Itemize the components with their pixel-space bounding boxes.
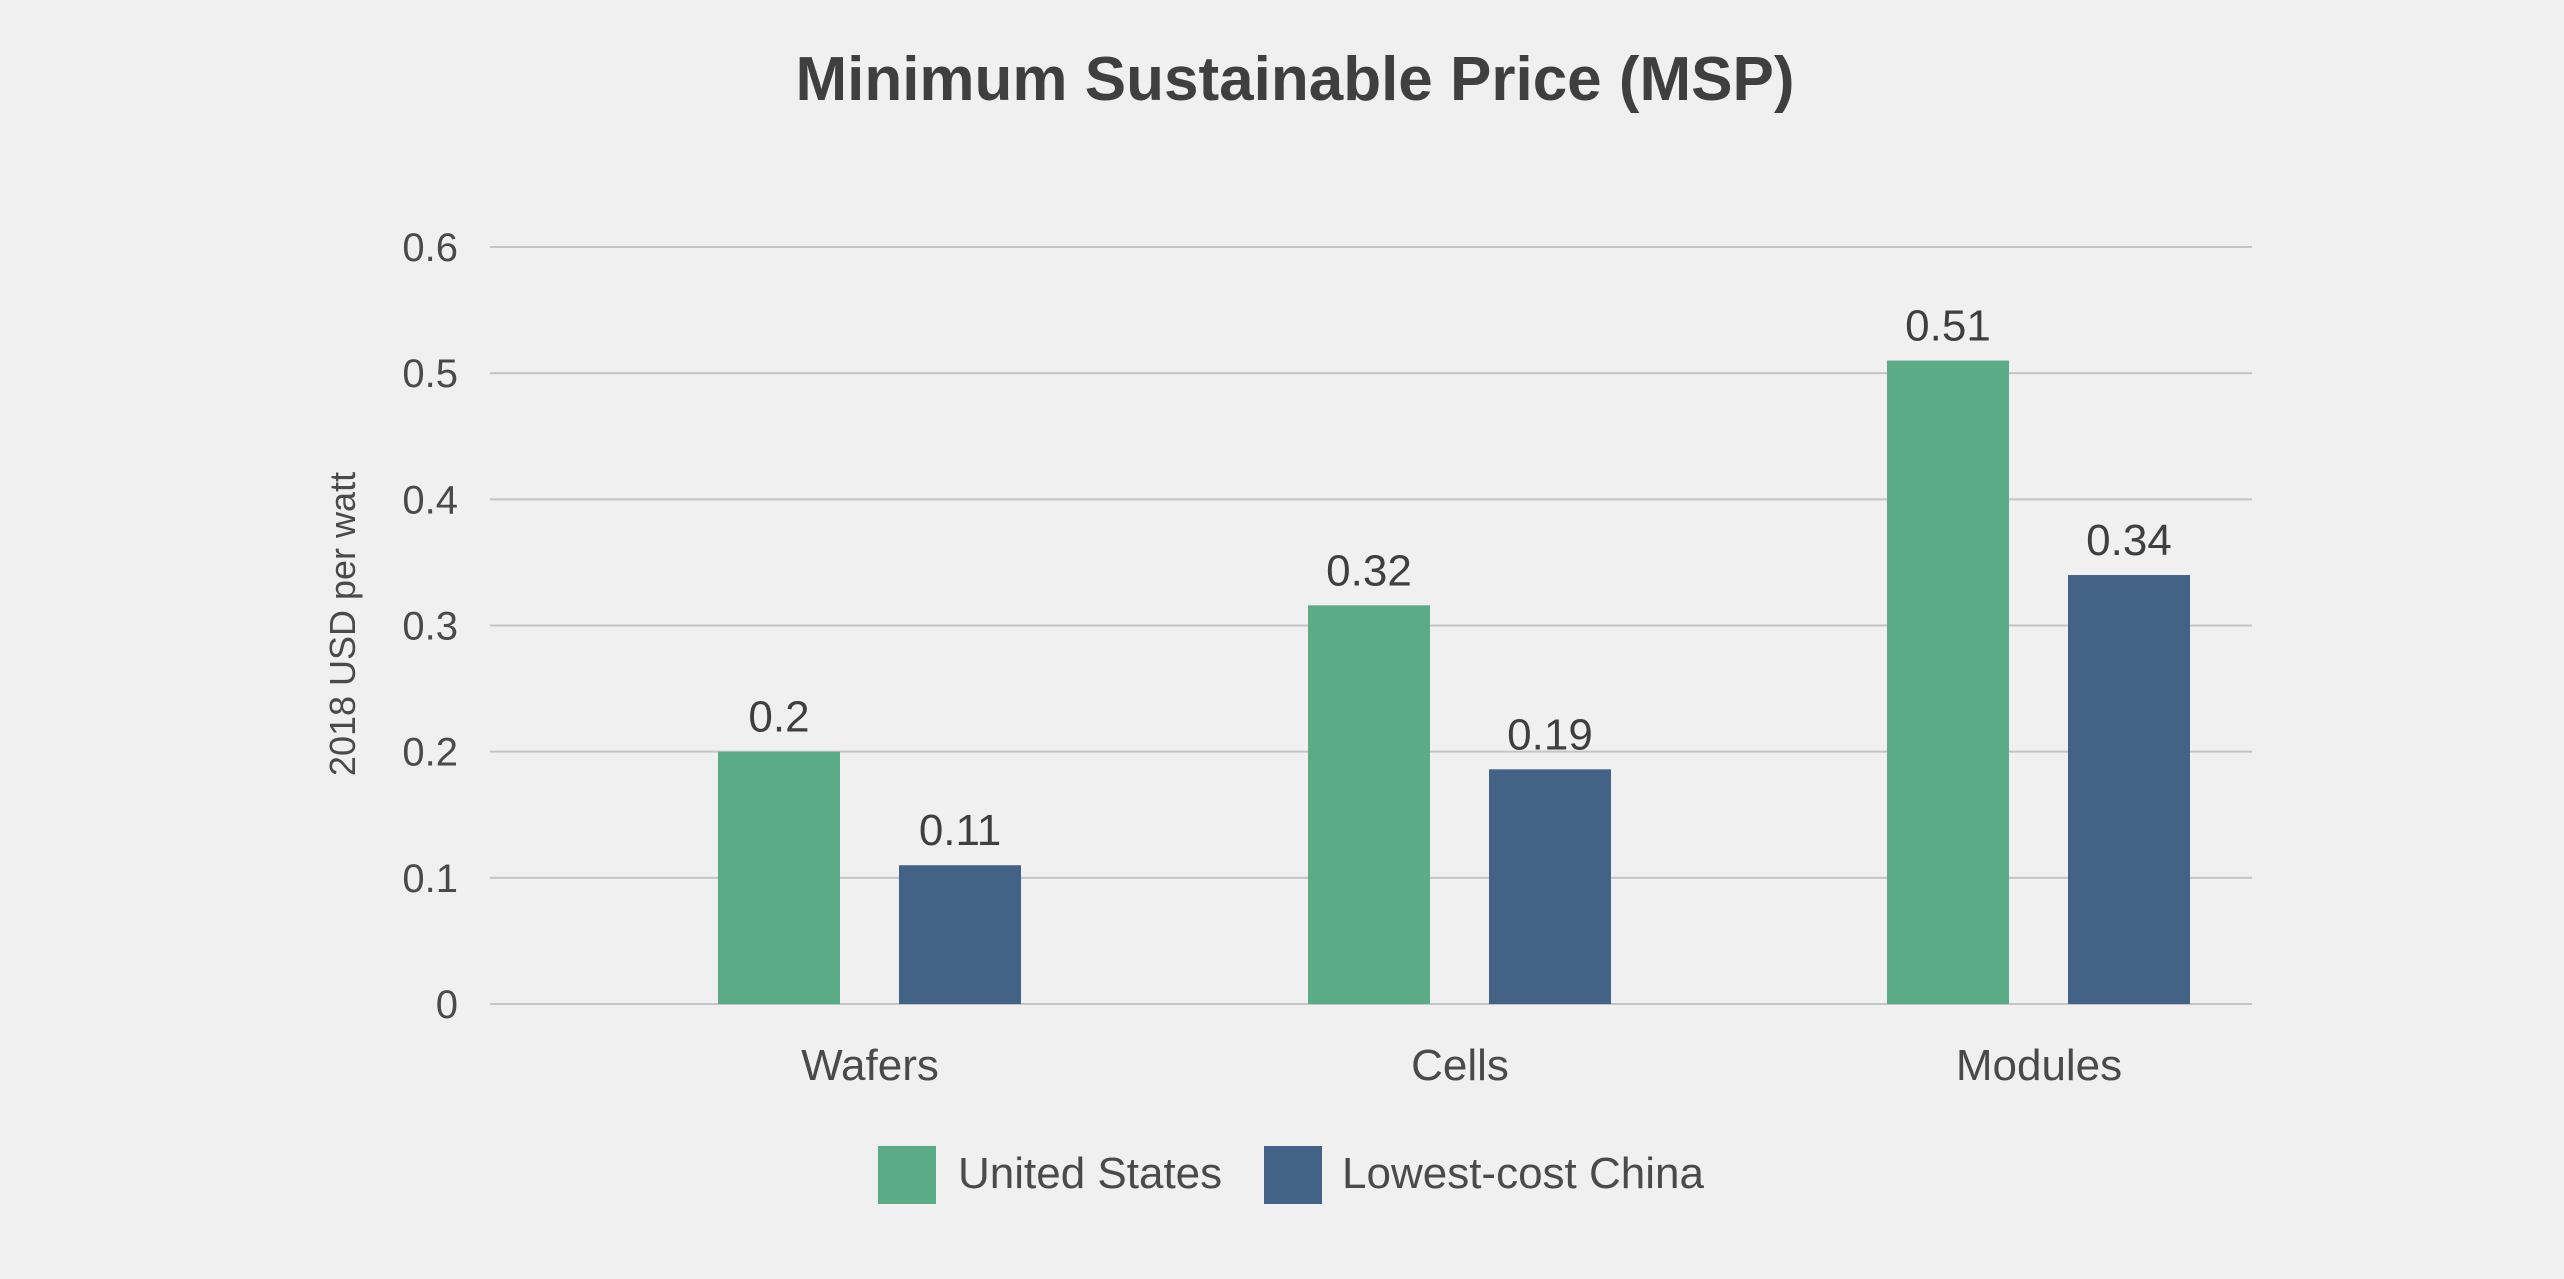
y-tick-label: 0 <box>436 983 458 1027</box>
legend-swatch <box>878 1146 936 1204</box>
category-label: Cells <box>1411 1041 1509 1090</box>
y-axis-ticks: 0 0.1 0.2 0.3 0.4 0.5 0.6 <box>402 226 458 1027</box>
y-tick-label: 0.6 <box>402 226 458 270</box>
bar-wafers-lowest-cost-china <box>899 865 1021 1004</box>
x-axis-categories: Wafers Cells Modules <box>801 1041 2122 1090</box>
bar-modules-united-states <box>1887 360 2009 1004</box>
legend-label: Lowest-cost China <box>1342 1149 1704 1198</box>
y-tick-label: 0.1 <box>402 857 458 901</box>
bar-wafers-united-states <box>718 751 840 1004</box>
data-label: 0.34 <box>2086 516 2172 565</box>
y-tick-label: 0.3 <box>402 605 458 649</box>
bar-modules-lowest-cost-china <box>2068 575 2190 1004</box>
bars <box>718 360 2190 1004</box>
chart-title: Minimum Sustainable Price (MSP) <box>795 45 1794 114</box>
data-label: 0.51 <box>1905 302 1991 351</box>
legend-swatch <box>1264 1146 1322 1204</box>
bar-cells-lowest-cost-china <box>1489 769 1611 1004</box>
data-label: 0.2 <box>748 693 809 742</box>
category-label: Modules <box>1956 1041 2122 1090</box>
legend: United States Lowest-cost China <box>878 1146 1704 1204</box>
data-label: 0.32 <box>1326 546 1412 595</box>
data-labels: 0.2 0.11 0.32 0.19 0.51 0.34 <box>748 302 2171 856</box>
data-label: 0.19 <box>1507 710 1593 759</box>
y-tick-label: 0.2 <box>402 731 458 775</box>
y-tick-label: 0.5 <box>402 352 458 396</box>
data-label: 0.11 <box>919 806 1001 855</box>
y-tick-label: 0.4 <box>402 478 458 522</box>
bar-cells-united-states <box>1308 605 1430 1004</box>
category-label: Wafers <box>801 1041 939 1090</box>
y-axis-title: 2018 USD per watt <box>322 472 363 776</box>
legend-label: United States <box>958 1149 1222 1198</box>
